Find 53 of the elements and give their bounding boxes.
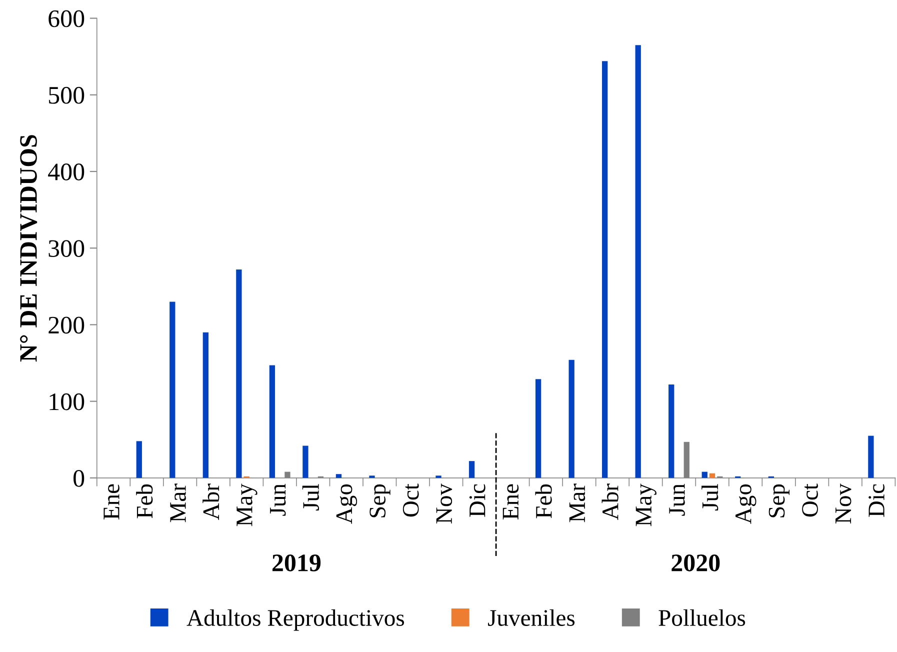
legend-label: Polluelos: [658, 609, 746, 626]
bar: [202, 332, 208, 478]
x-tick-label: Oct: [402, 484, 419, 517]
text: 2020: [672, 554, 720, 572]
x-tick-label: Ago: [736, 484, 756, 524]
bar: [236, 270, 242, 478]
bar: [568, 360, 574, 478]
x-tick-label: Jul: [702, 484, 718, 511]
legend-label: Adultos Reproductivos: [186, 609, 404, 631]
x-tick-label: Dic: [868, 484, 884, 517]
x-tick-label: Jun: [669, 484, 685, 516]
bar: [269, 365, 276, 478]
x-tick-label: Abr: [202, 484, 220, 520]
y-tick-label: 0: [74, 470, 84, 487]
x-tick-label: Oct: [802, 484, 818, 517]
y-tick-label: 200: [48, 316, 84, 334]
bar: [136, 441, 142, 478]
bar: [468, 461, 475, 478]
bar: [302, 446, 308, 478]
bar: [668, 384, 674, 478]
bar: [336, 474, 342, 478]
legend-label: Juveniles: [488, 609, 575, 626]
bar: [709, 473, 716, 478]
x-tick-label: Feb: [535, 484, 552, 518]
y-tick-label: 400: [48, 164, 84, 180]
x-tick-label: Nov: [436, 483, 452, 524]
x-tick-label: Jun: [270, 484, 286, 516]
text: 2019: [272, 554, 321, 572]
y-tick-label: 300: [48, 240, 84, 258]
x-tick-label: Mar: [569, 484, 586, 522]
bar: [635, 45, 641, 478]
y-axis-title: N° DE INDIVIDUOS: [20, 135, 38, 362]
x-tick-label: Mar: [170, 484, 186, 522]
bar: [702, 472, 708, 478]
y-tick-label: 500: [49, 86, 84, 104]
x-tick-label: Sep: [370, 484, 390, 518]
y-tick-label: 100: [50, 393, 84, 410]
bar: [602, 61, 608, 478]
x-tick-label: May: [236, 484, 258, 526]
x-tick-label: Dic: [469, 484, 486, 517]
x-tick-label: Abr: [602, 484, 618, 520]
x-tick-label: Ago: [336, 484, 358, 524]
x-tick-label: Ene: [502, 484, 519, 520]
x-tick-label: Jul: [302, 484, 319, 511]
x-tick-label: Sep: [768, 484, 790, 518]
y-tick-label: 600: [48, 10, 84, 28]
x-tick-label: May: [636, 484, 656, 526]
x-tick-label: Nov: [836, 483, 852, 524]
bar: [868, 436, 874, 478]
bar: [170, 302, 176, 478]
x-tick-label: Ene: [104, 484, 120, 520]
bar: [535, 379, 542, 478]
x-tick-label: Feb: [136, 484, 153, 518]
